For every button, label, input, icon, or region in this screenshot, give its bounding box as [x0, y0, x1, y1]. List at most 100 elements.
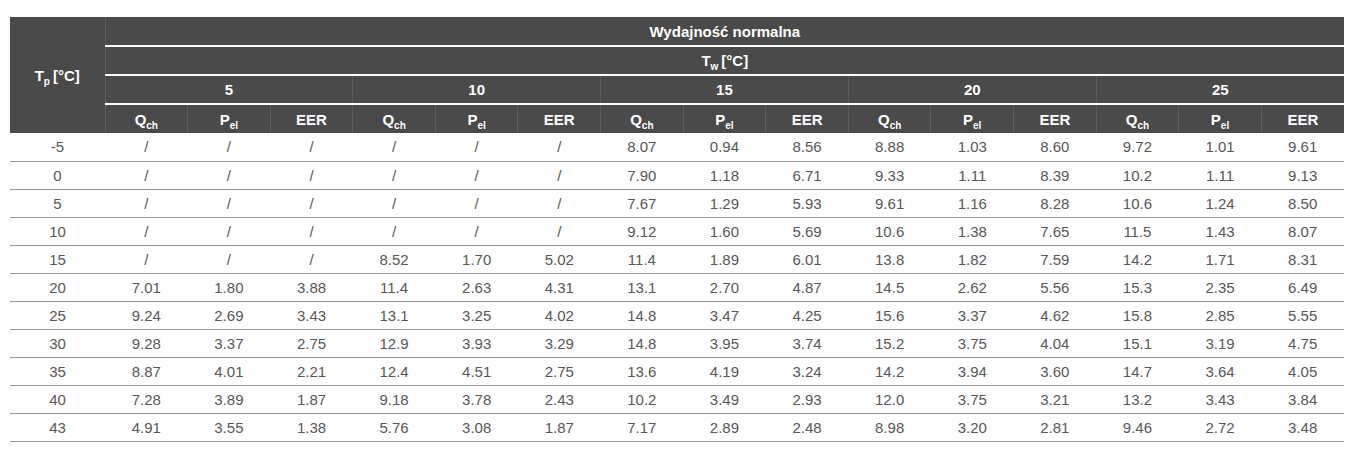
temp-group-header-5: 5	[105, 75, 353, 104]
column-symbol: P	[467, 111, 477, 128]
data-cell: /	[435, 161, 518, 189]
tp-value: 35	[10, 357, 105, 385]
tp-value: 25	[10, 301, 105, 329]
data-cell: 8.28	[1014, 189, 1097, 217]
data-cell: 1.01	[1179, 133, 1262, 161]
data-cell: 4.25	[766, 301, 849, 329]
column-symbol: EER	[296, 111, 327, 128]
column-header-eer: EER	[1261, 104, 1344, 133]
column-header-pel: Pel	[435, 104, 518, 133]
data-cell: 4.05	[1261, 357, 1344, 385]
temp-group-header-20: 20	[848, 75, 1096, 104]
column-symbol: P	[1211, 111, 1221, 128]
header-row-tw: Tw[°C]	[10, 46, 1344, 75]
tp-value: 40	[10, 385, 105, 413]
column-subscript: el	[1221, 120, 1229, 131]
data-cell: 4.31	[518, 273, 601, 301]
data-cell: 8.39	[1014, 161, 1097, 189]
table-row: 15///8.521.705.0211.41.896.0113.81.827.5…	[10, 245, 1344, 273]
temp-group-header-10: 10	[353, 75, 601, 104]
data-cell: 1.29	[683, 189, 766, 217]
column-symbol: Q	[1126, 111, 1138, 128]
data-cell: 1.18	[683, 161, 766, 189]
data-cell: 7.28	[105, 385, 188, 413]
data-cell: 8.87	[105, 357, 188, 385]
column-header-qch: Qch	[848, 104, 931, 133]
tp-value: 10	[10, 217, 105, 245]
data-cell: 13.8	[848, 245, 931, 273]
data-cell: 10.2	[1096, 161, 1179, 189]
tw-symbol: T	[701, 52, 710, 69]
data-cell: 3.43	[1179, 385, 1262, 413]
data-cell: 10.2	[601, 385, 684, 413]
tp-value: 15	[10, 245, 105, 273]
data-cell: 2.70	[683, 273, 766, 301]
column-symbol: P	[220, 111, 230, 128]
data-cell: 8.56	[766, 133, 849, 161]
data-cell: 6.49	[1261, 273, 1344, 301]
data-cell: 15.2	[848, 329, 931, 357]
data-cell: 3.08	[435, 413, 518, 441]
column-subscript: ch	[146, 120, 158, 131]
data-cell: 1.82	[931, 245, 1014, 273]
data-cell: 1.87	[270, 385, 353, 413]
data-cell: 3.19	[1179, 329, 1262, 357]
data-cell: 9.61	[848, 189, 931, 217]
column-subscript: el	[973, 120, 981, 131]
header-row-title: Tp[°C] Wydajność normalna	[10, 17, 1344, 46]
data-cell: /	[188, 161, 271, 189]
data-cell: 13.1	[601, 273, 684, 301]
data-cell: /	[353, 217, 436, 245]
data-cell: 4.75	[1261, 329, 1344, 357]
data-cell: 12.9	[353, 329, 436, 357]
data-cell: 6.71	[766, 161, 849, 189]
column-header-eer: EER	[518, 104, 601, 133]
data-cell: /	[518, 189, 601, 217]
data-cell: 3.29	[518, 329, 601, 357]
data-cell: 3.43	[270, 301, 353, 329]
data-cell: 3.37	[188, 329, 271, 357]
column-subscript: el	[725, 120, 733, 131]
column-subscript: ch	[890, 120, 902, 131]
data-cell: 13.6	[601, 357, 684, 385]
table-row: 5//////7.671.295.939.611.168.2810.61.248…	[10, 189, 1344, 217]
data-cell: 7.67	[601, 189, 684, 217]
temp-group-header-15: 15	[601, 75, 849, 104]
performance-table: Tp[°C] Wydajność normalna Tw[°C] 5101520…	[10, 17, 1344, 442]
data-cell: 2.21	[270, 357, 353, 385]
data-cell: 11.4	[353, 273, 436, 301]
data-cell: /	[188, 217, 271, 245]
data-cell: /	[188, 189, 271, 217]
data-cell: 1.11	[931, 161, 1014, 189]
data-cell: /	[188, 133, 271, 161]
data-cell: 7.17	[601, 413, 684, 441]
column-header-qch: Qch	[105, 104, 188, 133]
data-cell: /	[518, 161, 601, 189]
data-cell: 3.47	[683, 301, 766, 329]
data-cell: 3.95	[683, 329, 766, 357]
data-cell: 4.04	[1014, 329, 1097, 357]
column-header-qch: Qch	[601, 104, 684, 133]
data-cell: /	[353, 161, 436, 189]
column-header-pel: Pel	[1179, 104, 1262, 133]
column-subscript: ch	[1137, 120, 1149, 131]
data-cell: 1.89	[683, 245, 766, 273]
data-cell: /	[353, 189, 436, 217]
data-cell: /	[435, 217, 518, 245]
column-header-eer: EER	[270, 104, 353, 133]
data-cell: 12.4	[353, 357, 436, 385]
data-cell: /	[353, 133, 436, 161]
column-header-eer: EER	[766, 104, 849, 133]
data-cell: 9.46	[1096, 413, 1179, 441]
data-cell: /	[270, 189, 353, 217]
tw-unit: [°C]	[721, 52, 748, 69]
tw-axis-header: Tw[°C]	[105, 46, 1344, 75]
tp-value: 5	[10, 189, 105, 217]
data-cell: /	[270, 161, 353, 189]
data-cell: 3.89	[188, 385, 271, 413]
tp-value: 0	[10, 161, 105, 189]
tp-axis-header: Tp[°C]	[10, 17, 105, 133]
data-cell: 13.1	[353, 301, 436, 329]
column-header-pel: Pel	[683, 104, 766, 133]
data-cell: 2.72	[1179, 413, 1262, 441]
